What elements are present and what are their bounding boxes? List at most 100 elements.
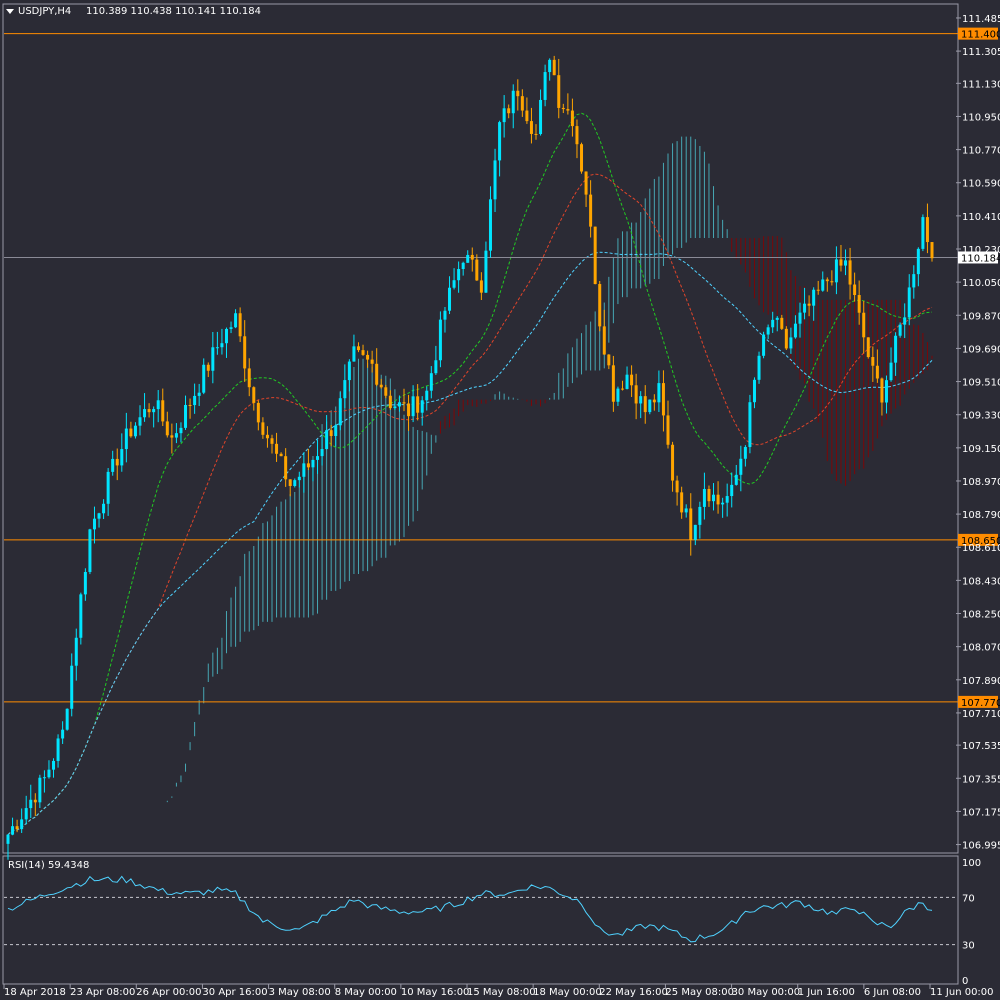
candle-body [452,280,456,288]
candle-body [775,317,779,320]
rsi-axis-label: 70 [962,893,975,904]
candle-body [229,327,233,329]
candle-body [347,361,351,381]
rsi-indicator: 100 70 30 0 [4,858,981,987]
candle-body [33,799,37,803]
candle-body [265,434,269,439]
candle-body [520,96,524,111]
candle-body [165,421,169,436]
candle-body [862,312,866,338]
candle-body [630,374,634,386]
level-price-label: 108.650 [961,536,1000,547]
candle-body [548,59,552,73]
candle-body [56,738,60,761]
candle-body [675,480,679,493]
candle-body [79,594,83,638]
dropdown-triangle-icon[interactable] [6,9,14,14]
candle-body [575,126,579,145]
candle-body [111,458,115,472]
candle-body [293,480,297,487]
candle-body [470,254,474,260]
candle-body [143,409,147,418]
candle-body [493,160,497,200]
candle-body [420,400,424,413]
x-tick-label: 1 Jun 16:00 [798,987,855,998]
candle-body [511,90,515,114]
candle-body [256,402,260,423]
symbol-label: USDJPY,H4 [18,6,71,17]
y-tick-label: 108.070 [962,643,1000,654]
rsi-axis-label: 100 [962,858,981,869]
candle-body [625,374,629,389]
candle-body [370,359,374,364]
candle-body [115,458,119,466]
ohlc-label: 110.389 110.438 110.141 110.184 [86,6,261,17]
candle-body [620,388,624,390]
x-tick-label: 6 Jun 08:00 [864,987,921,998]
candle-body [652,399,656,403]
candle-body [925,217,929,243]
candle-body [561,107,565,110]
candle-body [388,395,392,409]
candlesticks [6,55,934,860]
candle-body [875,365,879,379]
candle-body [479,280,483,293]
candle-body [329,430,333,437]
level-price-tag [958,695,998,708]
candle-body [552,59,556,76]
candle-body [930,242,934,259]
candle-body [224,328,228,344]
candle-body [147,409,151,413]
rsi-axis-label: 0 [962,976,968,987]
candle-body [643,396,647,413]
y-tick-label: 107.890 [962,676,1000,687]
candle-body [174,433,178,438]
y-tick-label: 107.175 [962,807,1000,818]
candle-body [671,444,675,481]
candle-body [361,350,365,355]
candle-body [730,484,734,497]
candle-body [156,400,160,410]
candle-body [725,496,729,503]
candle-body [206,364,210,371]
level-price-label: 111.400 [961,30,1000,41]
candle-body [616,388,620,402]
candle-body [106,471,110,504]
y-tick-label: 106.995 [962,841,1000,852]
candle-body [334,425,338,437]
level-price-label: 107.770 [961,698,1000,709]
candle-body [898,324,902,336]
candle-body [889,362,893,381]
y-tick-label: 107.535 [962,741,1000,752]
candle-body [570,110,574,127]
horizontal-levels: 111.400 108.650 107.770 110.184 [4,27,1000,709]
candle-body [766,327,770,335]
candle-body [611,365,615,402]
y-tick-label: 110.230 [962,245,1000,256]
candle-body [721,502,725,505]
candle-body [270,438,274,444]
candle-body [170,435,174,438]
candle-body [234,313,238,328]
candle-body [311,459,315,468]
candle-body [707,488,711,502]
candle-body [894,335,898,363]
candle-body [784,328,788,349]
candle-body [338,398,342,426]
y-tick-label: 107.710 [962,709,1000,720]
candle-body [498,122,502,161]
candle-body [375,363,379,385]
ma-red-line [7,173,933,835]
y-tick-label: 108.430 [962,576,1000,587]
candle-body [238,313,242,337]
candle-body [306,463,310,468]
x-tick-label: 30 Apr 16:00 [202,987,267,998]
candle-body [684,508,688,513]
candle-body [648,399,652,413]
candle-body [15,826,19,830]
candle-body [543,72,547,100]
candle-body [279,453,283,457]
x-tick-label: 10 May 16:00 [401,987,470,998]
y-tick-label: 111.305 [962,47,1000,58]
